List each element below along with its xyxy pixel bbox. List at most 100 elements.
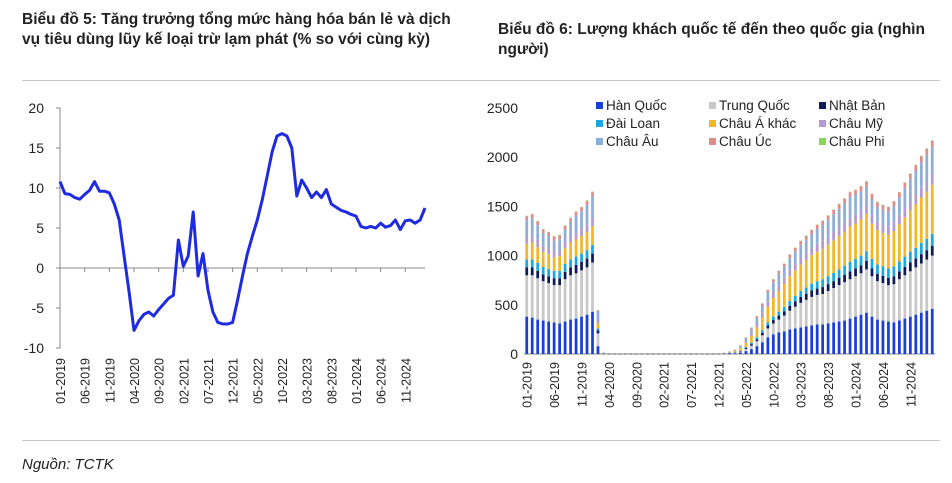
chart6-bar-segment	[892, 206, 896, 223]
chart6-bar-segment	[843, 231, 846, 266]
chart6-bar-segment	[865, 269, 868, 313]
chart6-bar-segment	[536, 221, 540, 226]
chart6-bar-segment	[530, 275, 534, 318]
chart6-bar-segment	[815, 281, 819, 289]
chart6-legend-label: Châu Úc	[719, 134, 772, 149]
chart6-bar-segment	[799, 257, 803, 265]
chart6-bar-segment	[766, 337, 770, 354]
chart6-bar-segment	[750, 327, 753, 329]
chart6-bar-segment	[837, 235, 841, 270]
chart6-bar-segment	[848, 192, 852, 198]
chart6-bar-segment	[892, 201, 896, 207]
chart6-bar-segment	[536, 262, 540, 271]
chart6-bar-segment	[799, 244, 803, 258]
chart6-bar-segment	[547, 232, 551, 237]
chart6-bar-segment	[821, 287, 825, 294]
chart6-bar-segment	[930, 308, 934, 354]
chart6-bar-segment	[788, 254, 792, 259]
chart6-bar-segment	[919, 162, 923, 188]
chart6-bar-segment	[892, 222, 896, 231]
chart5-x-tick-label: 06-2019	[79, 358, 93, 404]
chart6-bar-segment	[739, 347, 742, 349]
chart5-x-tick-label: 02-2021	[177, 358, 191, 404]
chart6-bar-segment	[591, 192, 594, 197]
chart6-bar-segment	[530, 242, 534, 260]
chart6-x-tick-label: 01-2024	[850, 362, 864, 408]
chart6-bar-segment	[903, 188, 907, 208]
chart6-bar-segment	[574, 212, 578, 216]
chart6-legend-swatch	[819, 102, 826, 109]
chart6-bar-segment	[881, 275, 885, 284]
chart6-bar-segment	[585, 258, 589, 268]
chart6-bar-segment	[881, 320, 885, 354]
chart6-bar-segment	[837, 204, 841, 209]
chart6-bar-segment	[591, 262, 594, 312]
chart6-bar-segment	[552, 257, 556, 271]
chart6-bar-segment	[925, 238, 929, 251]
chart6-bar-segment	[777, 311, 781, 316]
chart6-bar-segment	[821, 240, 825, 249]
chart6-bar-segment	[832, 209, 835, 215]
chart6-bar-segment	[925, 191, 929, 239]
chart6-bar-segment	[903, 182, 907, 189]
chart6-bar-segment	[821, 279, 825, 288]
chart6-bar-segment	[761, 303, 764, 306]
chart6-bar-segment	[525, 259, 529, 268]
chart6-bar-segment	[843, 282, 846, 321]
chart6-bar-segment	[563, 279, 567, 322]
chart6-bar-segment	[739, 352, 742, 354]
chart6-bar-segment	[881, 232, 885, 267]
chart6-bar-segment	[908, 271, 912, 317]
chart6-bar-segment	[848, 318, 852, 354]
chart6-bar-segment	[804, 239, 808, 253]
chart6-legend-label: Đài Loan	[606, 116, 660, 131]
chart6-bar-segment	[547, 248, 551, 255]
chart6-legend-label: Châu Mỹ	[829, 116, 883, 131]
chart6-bar-segment	[558, 278, 561, 286]
chart5-y-tick-label: 15	[28, 140, 44, 156]
chart6-bar-segment	[563, 271, 567, 280]
chart6-bar-segment	[887, 211, 890, 227]
chart6-bar-segment	[821, 220, 825, 226]
chart6-legend-label: Châu Phi	[829, 134, 885, 149]
chart6-bar-segment	[750, 349, 753, 354]
chart6-bar-segment	[536, 270, 540, 279]
chart6-bar-segment	[837, 227, 841, 236]
chart6-x-tick-label: 10-2022	[767, 362, 781, 408]
chart6-legend-label: Hàn Quốc	[606, 98, 667, 113]
chart6-bar-segment	[766, 328, 770, 338]
chart6-bar-segment	[547, 236, 551, 249]
chart6-bar-segment	[815, 229, 819, 244]
chart6-bar-segment	[876, 281, 879, 320]
chart6-bar-segment	[859, 219, 863, 256]
chart6-bar-segment	[826, 291, 830, 324]
chart6-bar-segment	[541, 229, 545, 233]
chart6-bar-segment	[585, 200, 589, 205]
top-divider	[22, 80, 940, 81]
chart6-bar-segment	[766, 290, 770, 293]
chart6-bar-segment	[930, 233, 934, 246]
chart6-bar-segment	[777, 291, 781, 312]
chart6-bar-segment	[914, 267, 918, 315]
chart6-bar-segment	[585, 267, 589, 315]
chart6-bar-segment	[580, 316, 583, 354]
chart6-bar-segment	[525, 235, 529, 244]
chart6-bar-segment	[530, 214, 534, 219]
chart6-x-tick-label: 12-2021	[713, 362, 727, 408]
chart6-bar-segment	[793, 270, 797, 296]
chart6-bar-segment	[744, 338, 748, 342]
chart6-bar-segment	[832, 240, 835, 273]
chart6-bar-segment	[810, 296, 814, 326]
chart6-bar-segment	[837, 208, 841, 228]
chart6-bar-segment	[766, 322, 770, 326]
chart6-bar-segment	[552, 240, 556, 252]
chart6-bar-segment	[826, 220, 830, 237]
chart6-bar-segment	[826, 236, 830, 245]
chart6-bar-segment	[908, 179, 912, 201]
chart6-legend-swatch	[596, 120, 603, 127]
chart6-bar-segment	[558, 256, 561, 271]
chart6-bar-segment	[887, 207, 890, 212]
chart6-bar-segment	[914, 258, 918, 268]
chart6-bar-segment	[750, 328, 753, 334]
